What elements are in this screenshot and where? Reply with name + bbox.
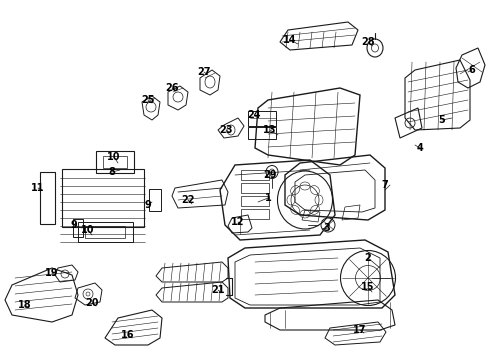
Text: 2: 2 bbox=[364, 253, 370, 263]
Bar bbox=[247, 111, 275, 126]
Text: 23: 23 bbox=[219, 125, 232, 135]
Text: 3: 3 bbox=[323, 223, 330, 233]
Text: 8: 8 bbox=[108, 167, 115, 177]
Text: 4: 4 bbox=[416, 143, 423, 153]
Bar bbox=[241, 170, 268, 180]
Bar bbox=[247, 127, 275, 139]
Text: 6: 6 bbox=[468, 65, 474, 75]
Text: 5: 5 bbox=[438, 115, 445, 125]
Bar bbox=[96, 151, 134, 173]
Bar bbox=[85, 226, 125, 238]
Text: 12: 12 bbox=[231, 217, 244, 227]
Text: 17: 17 bbox=[352, 325, 366, 335]
Bar bbox=[241, 196, 268, 206]
Text: 28: 28 bbox=[361, 37, 374, 47]
Text: 24: 24 bbox=[247, 110, 260, 120]
Bar bbox=[241, 183, 268, 193]
Bar bbox=[77, 222, 132, 242]
Bar bbox=[103, 156, 127, 168]
Text: 18: 18 bbox=[18, 300, 32, 310]
Text: 26: 26 bbox=[165, 83, 179, 93]
Text: 7: 7 bbox=[381, 180, 387, 190]
Text: 29: 29 bbox=[263, 170, 276, 180]
Text: 21: 21 bbox=[211, 285, 224, 295]
Bar bbox=[149, 189, 161, 211]
Bar bbox=[241, 209, 268, 219]
Bar bbox=[40, 172, 54, 224]
Text: 16: 16 bbox=[121, 330, 135, 340]
Text: 27: 27 bbox=[197, 67, 210, 77]
Text: 9: 9 bbox=[144, 200, 151, 210]
Text: 9: 9 bbox=[70, 220, 77, 230]
Text: 1: 1 bbox=[264, 193, 271, 203]
Text: 11: 11 bbox=[31, 183, 45, 193]
Text: 25: 25 bbox=[141, 95, 154, 105]
Text: 10: 10 bbox=[81, 225, 95, 235]
Bar bbox=[62, 169, 143, 227]
Text: 22: 22 bbox=[181, 195, 194, 205]
Text: 15: 15 bbox=[361, 282, 374, 292]
Text: 19: 19 bbox=[45, 268, 59, 278]
Text: 14: 14 bbox=[283, 35, 296, 45]
Text: 10: 10 bbox=[107, 152, 121, 162]
Text: 13: 13 bbox=[263, 125, 276, 135]
Text: 20: 20 bbox=[85, 298, 99, 308]
Bar bbox=[73, 219, 83, 237]
